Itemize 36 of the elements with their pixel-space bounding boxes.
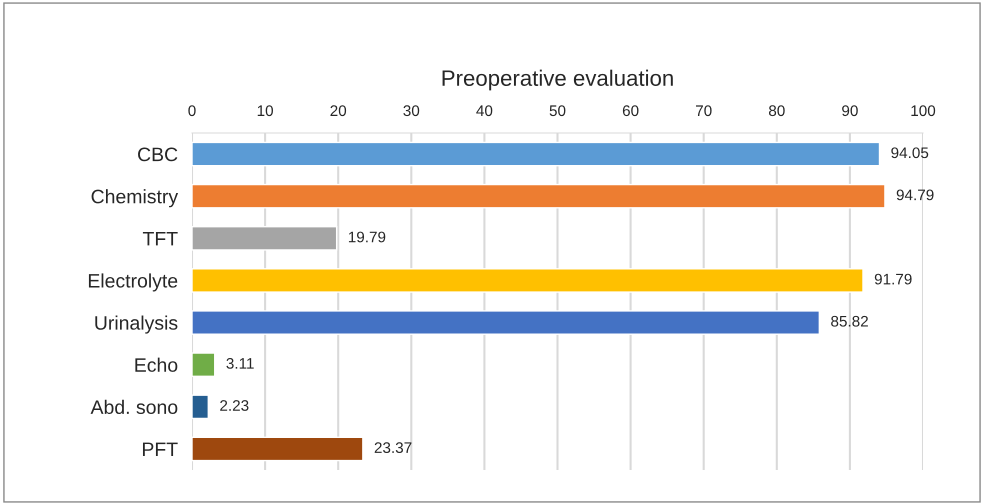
x-tick-label: 0 — [188, 105, 196, 116]
y-tick-label: Chemistry — [92, 189, 178, 208]
x-tick-label: 90 — [842, 105, 858, 116]
x-tick-label: 100 — [911, 105, 936, 116]
data-label: 94.05 — [891, 147, 928, 158]
data-label: 3.11 — [226, 358, 254, 369]
y-tick-label: Electrolyte — [88, 273, 178, 292]
x-tick-label: 30 — [403, 105, 420, 116]
data-label: 94.79 — [896, 189, 934, 200]
y-tick-label: Abd. sono — [90, 400, 178, 414]
bar — [192, 142, 880, 166]
x-tick-label: 40 — [476, 105, 492, 116]
y-tick-label: PFT — [142, 442, 178, 456]
x-tick-label: 60 — [622, 105, 638, 116]
x-tick-label: 80 — [768, 105, 785, 116]
chart-title: Preoperative evaluation — [442, 70, 673, 90]
x-tick-label: 50 — [550, 105, 566, 116]
data-label: 85.82 — [831, 316, 868, 327]
data-label: 2.23 — [220, 400, 248, 411]
data-label: 23.37 — [374, 442, 412, 454]
bar — [192, 226, 338, 251]
bar — [192, 352, 216, 377]
bar — [192, 268, 864, 293]
bar — [192, 184, 886, 208]
x-tick-label: 20 — [330, 105, 346, 116]
bar — [192, 436, 364, 462]
y-tick-label: Echo — [135, 358, 178, 372]
x-tick-label: 10 — [258, 105, 273, 116]
y-tick-label: Urinalysis — [95, 316, 178, 334]
data-label: 19.79 — [348, 232, 386, 242]
x-tick-label: 70 — [696, 105, 712, 116]
y-tick-label: TFT — [142, 232, 178, 246]
data-label: 91.79 — [874, 274, 912, 285]
bar — [192, 394, 209, 420]
bar — [192, 310, 820, 335]
y-tick-label: CBC — [138, 148, 178, 162]
